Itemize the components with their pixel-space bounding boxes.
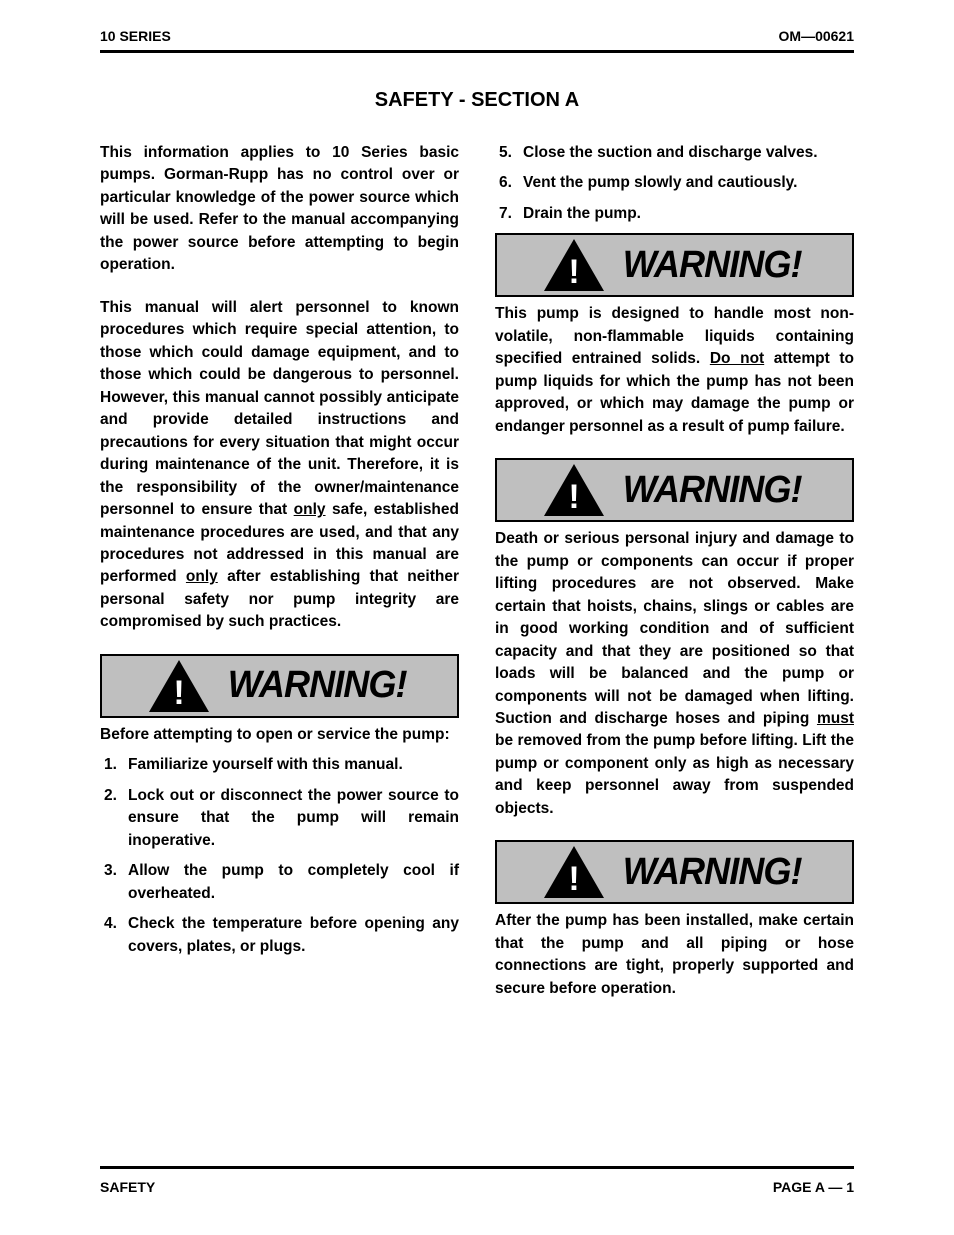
left-column: This information applies to 10 Series ba… <box>100 142 459 1000</box>
header-series: 10 SERIES <box>100 28 171 44</box>
warning-banner: WARNING! <box>495 233 854 297</box>
warning-label: WARNING! <box>228 664 407 707</box>
steps-intro: Before attempting to open or service the… <box>100 724 459 746</box>
warning-banner: WARNING! <box>495 840 854 904</box>
warning-icon <box>544 464 604 516</box>
warning-label: WARNING! <box>623 244 802 287</box>
step-item: Vent the pump slowly and cautiously. <box>523 172 854 194</box>
warning-text-3: After the pump has been installed, make … <box>495 910 854 1000</box>
step-item: Check the temperature before opening any… <box>128 913 459 958</box>
warning-label: WARNING! <box>623 469 802 512</box>
page-footer: SAFETY PAGE A — 1 <box>100 1166 854 1195</box>
intro-paragraph-1: This information applies to 10 Series ba… <box>100 142 459 277</box>
footer-page: PAGE A — 1 <box>773 1179 854 1195</box>
warning-label: WARNING! <box>623 851 802 894</box>
warning-icon <box>544 239 604 291</box>
right-column: Close the suction and discharge valves. … <box>495 142 854 1000</box>
step-item: Familiarize yourself with this manual. <box>128 754 459 776</box>
page-header: 10 SERIES OM—00621 <box>100 28 854 53</box>
warning-banner: WARNING! <box>100 654 459 718</box>
section-title: SAFETY - SECTION A <box>100 89 854 112</box>
warning-text-1: This pump is designed to handle most non… <box>495 303 854 438</box>
content-columns: This information applies to 10 Series ba… <box>100 142 854 1000</box>
warning-banner: WARNING! <box>495 458 854 522</box>
step-item: Drain the pump. <box>523 203 854 225</box>
warning-icon <box>149 660 209 712</box>
header-doc-id: OM—00621 <box>779 28 854 44</box>
step-item: Lock out or disconnect the power source … <box>128 785 459 852</box>
footer-section: SAFETY <box>100 1179 155 1195</box>
intro-paragraph-2: This manual will alert personnel to know… <box>100 297 459 634</box>
step-item: Allow the pump to completely cool if ove… <box>128 860 459 905</box>
step-item: Close the suction and discharge valves. <box>523 142 854 164</box>
steps-list-2: Close the suction and discharge valves. … <box>495 142 854 225</box>
steps-list-1: Familiarize yourself with this manual. L… <box>100 754 459 958</box>
warning-icon <box>544 846 604 898</box>
warning-text-2: Death or serious personal injury and dam… <box>495 528 854 820</box>
